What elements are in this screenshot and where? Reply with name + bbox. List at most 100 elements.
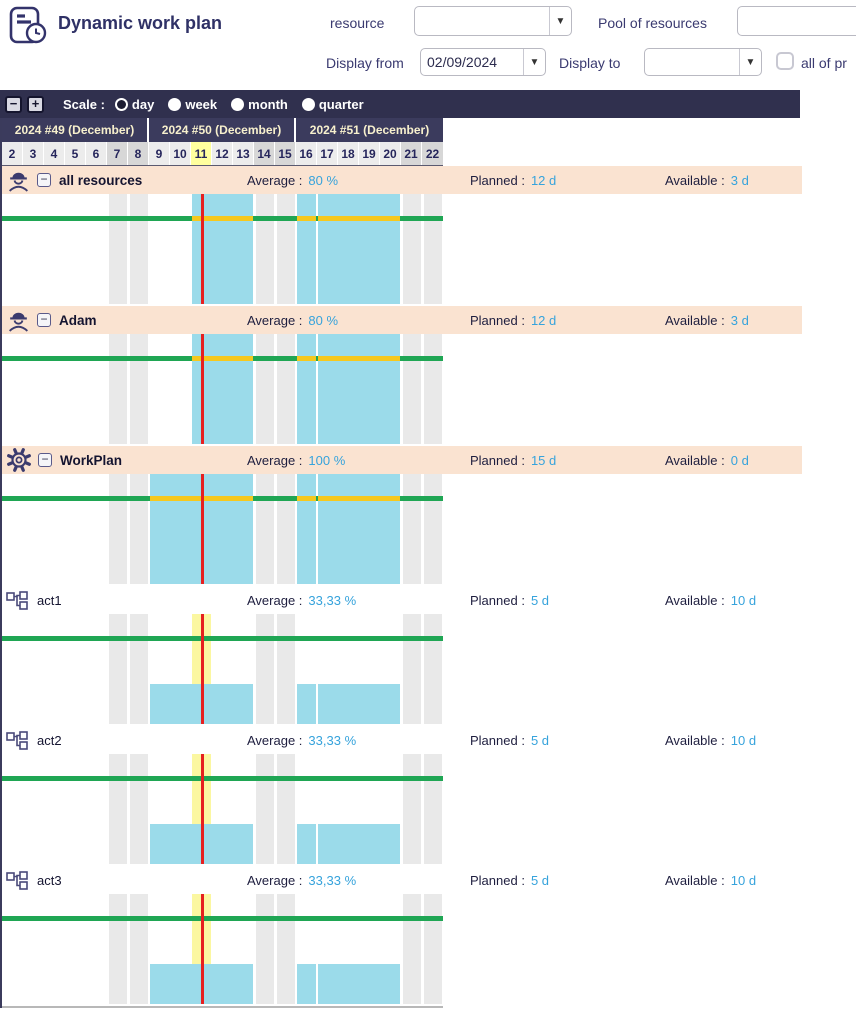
collapse-button[interactable]: − xyxy=(37,173,51,187)
current-date-line xyxy=(201,194,204,304)
workload-bar[interactable] xyxy=(297,334,316,444)
workload-bar[interactable] xyxy=(318,194,400,304)
scale-options: day week month quarter xyxy=(114,96,378,112)
app-logo-icon xyxy=(8,5,50,52)
day-cell: 18 xyxy=(338,142,359,165)
grid-bottom-border xyxy=(2,1006,443,1008)
average-label: Average : xyxy=(247,172,303,188)
workload-bar[interactable] xyxy=(297,824,316,864)
collapse-button[interactable]: − xyxy=(38,453,52,467)
weekend-column xyxy=(403,754,421,864)
radio-icon[interactable] xyxy=(231,97,245,111)
all-projects-checkbox[interactable] xyxy=(776,52,794,70)
planned-value: 12 d xyxy=(530,172,557,188)
pool-of-resources-input[interactable] xyxy=(737,6,856,36)
available-label: Available : xyxy=(665,172,725,188)
workload-bar[interactable] xyxy=(318,684,400,724)
capacity-line-loaded-segment xyxy=(297,216,316,221)
day-cell: 5 xyxy=(65,142,86,165)
available-stat: Available : 3 d xyxy=(665,306,749,334)
workload-bar[interactable] xyxy=(297,474,316,584)
capacity-line-loaded-segment xyxy=(318,356,400,361)
available-stat: Available : 0 d xyxy=(665,446,749,474)
workload-bar[interactable] xyxy=(297,684,316,724)
average-stat: Average : 33,33 % xyxy=(247,866,356,894)
planned-label: Planned : xyxy=(470,172,525,188)
radio-icon[interactable] xyxy=(114,97,128,111)
weekend-column xyxy=(109,194,127,304)
day-cell: 10 xyxy=(170,142,191,165)
week-header-cell: 2024 #50 (December) xyxy=(149,118,296,142)
scale-option-day[interactable]: day xyxy=(114,96,155,112)
zoom-out-button[interactable]: − xyxy=(5,95,22,113)
chevron-down-icon[interactable]: ▼ xyxy=(523,49,545,75)
planned-stat: Planned : 15 d xyxy=(470,446,556,474)
current-date-line xyxy=(201,614,204,724)
available-value: 10 d xyxy=(730,732,757,748)
day-cell: 19 xyxy=(359,142,380,165)
day-cell: 8 xyxy=(128,142,149,165)
radio-selected-dot xyxy=(116,99,126,109)
weekend-column xyxy=(277,474,295,584)
workload-bar[interactable] xyxy=(297,194,316,304)
workload-bar[interactable] xyxy=(318,474,400,584)
available-stat: Available : 3 d xyxy=(665,166,749,194)
weekend-column xyxy=(277,614,295,724)
average-label: Average : xyxy=(247,452,303,468)
workload-bar[interactable] xyxy=(318,824,400,864)
row-header-act1: act1 Average : 33,33 % Planned : 5 d Availabl… xyxy=(2,586,802,614)
capacity-line-loaded-segment xyxy=(297,356,316,361)
row-name: Adam xyxy=(59,312,97,328)
weekend-column xyxy=(130,474,148,584)
scale-option-quarter[interactable]: quarter xyxy=(301,96,364,112)
workload-bar[interactable] xyxy=(318,334,400,444)
weekend-column xyxy=(109,754,127,864)
weekend-column xyxy=(424,194,442,304)
workload-bar[interactable] xyxy=(297,964,316,1004)
weekend-column xyxy=(277,894,295,1004)
row-act3: act3 Average : 33,33 % Planned : 5 d Availabl… xyxy=(2,866,802,1004)
chevron-down-icon[interactable]: ▼ xyxy=(739,49,761,75)
chevron-down-icon[interactable]: ▼ xyxy=(549,7,571,35)
radio-icon[interactable] xyxy=(168,97,182,111)
average-value: 80 % xyxy=(308,172,339,188)
weekend-column xyxy=(403,894,421,1004)
scale-option-month[interactable]: month xyxy=(231,97,288,112)
display-to-label: Display to xyxy=(559,55,621,71)
weekend-column xyxy=(256,194,274,304)
display-from-select[interactable]: 02/09/2024 ▼ xyxy=(420,48,546,76)
day-cell: 3 xyxy=(23,142,44,165)
scale-option-label: day xyxy=(131,96,155,112)
radio-icon[interactable] xyxy=(301,97,315,111)
scale-option-week[interactable]: week xyxy=(168,97,217,112)
capacity-line xyxy=(2,916,443,921)
available-label: Available : xyxy=(665,452,725,468)
row-name: WorkPlan xyxy=(60,452,123,468)
available-label: Available : xyxy=(665,592,725,608)
capacity-line-loaded-segment xyxy=(318,216,400,221)
current-date-line xyxy=(201,894,204,1004)
capacity-line-loaded-segment xyxy=(318,496,400,501)
weekend-column xyxy=(109,614,127,724)
display-to-select[interactable]: ▼ xyxy=(644,48,762,76)
collapse-button[interactable]: − xyxy=(37,313,51,327)
planned-label: Planned : xyxy=(470,732,525,748)
capacity-line-loaded-segment xyxy=(192,356,253,361)
weekend-column xyxy=(403,474,421,584)
average-value: 33,33 % xyxy=(308,872,357,888)
average-stat: Average : 33,33 % xyxy=(247,586,356,614)
weekend-column xyxy=(424,474,442,584)
planned-value: 5 d xyxy=(530,732,550,748)
row-name: act2 xyxy=(37,732,62,748)
weekend-column xyxy=(256,474,274,584)
day-cell: 2 xyxy=(2,142,23,165)
resource-label: resource xyxy=(330,15,385,31)
page-title: Dynamic work plan xyxy=(58,13,223,33)
row-header-adam: − Adam Average : 80 % Planned : 12 d Available… xyxy=(2,306,802,334)
average-stat: Average : 80 % xyxy=(247,306,338,334)
scale-option-label: quarter xyxy=(318,96,364,112)
resource-select[interactable]: ▼ xyxy=(414,6,572,36)
workload-bar[interactable] xyxy=(318,964,400,1004)
row-all-resources: − all resources Average : 80 % Planned : 12 d… xyxy=(2,166,802,304)
zoom-in-button[interactable]: + xyxy=(27,95,44,113)
